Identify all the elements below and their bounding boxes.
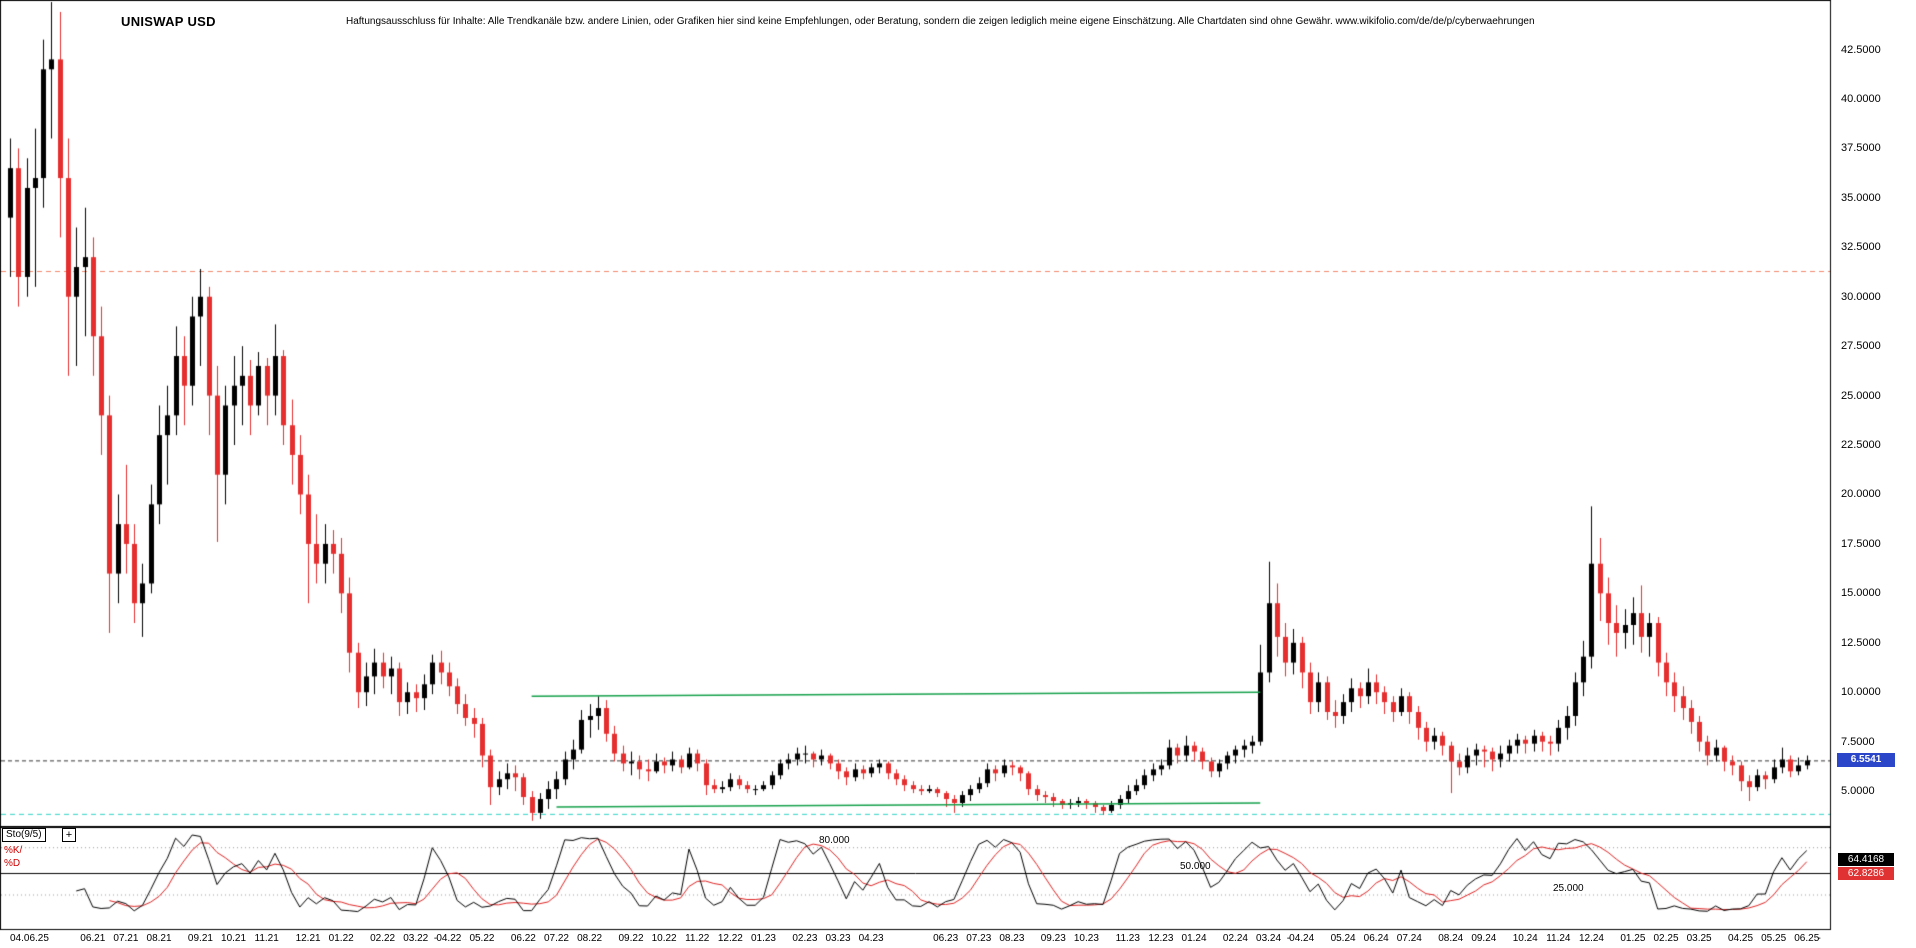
date-axis-label: 09.23 [1040, 933, 1066, 944]
date-axis-label: 06.25 [1794, 933, 1820, 944]
price-axis-label: 42.5000 [1841, 43, 1881, 56]
date-axis-label: - [1817, 933, 1821, 944]
date-axis-label: 03.25 [1686, 933, 1712, 944]
date-axis-label: 04.23 [858, 933, 884, 944]
date-axis-label: 08.24 [1438, 933, 1464, 944]
date-axis-label: - [1286, 933, 1291, 944]
date-axis-label: 08.23 [999, 933, 1025, 944]
price-axis-label: 35.0000 [1841, 191, 1881, 204]
date-axis-label: 10.24 [1512, 933, 1538, 944]
date-axis-label: 03.23 [825, 933, 851, 944]
date-axis-label: 06.22 [510, 933, 536, 944]
percent-d-label: %D [4, 858, 21, 869]
date-axis-label: 10.21 [221, 933, 247, 944]
price-axis-label: 5.0000 [1841, 785, 1875, 798]
date-axis-label: 09.21 [187, 933, 213, 944]
date-axis-label: 11.22 [685, 933, 710, 944]
date-axis-label: 09.24 [1471, 933, 1497, 944]
date-axis-label: 10.23 [1073, 933, 1099, 944]
date-axis-label: 04.25 [1728, 933, 1754, 944]
price-axis-label: 32.5000 [1841, 241, 1881, 254]
date-axis-label: 03.22 [403, 933, 429, 944]
add-indicator-button[interactable]: + [62, 828, 76, 842]
stochastic-indicator-label[interactable]: Sto(9/5) [2, 828, 46, 842]
date-axis-label: 06.21 [80, 933, 106, 944]
date-axis-label: 12.23 [1148, 933, 1174, 944]
price-axis-label: 37.5000 [1841, 142, 1881, 155]
price-axis-label: 17.5000 [1841, 537, 1881, 550]
date-axis-label: 08.21 [146, 933, 172, 944]
date-axis-label: 06.23 [933, 933, 959, 944]
date-axis-label: 02.22 [370, 933, 396, 944]
price-axis-label: 7.5000 [1841, 735, 1875, 748]
date-axis-label: 09.22 [618, 933, 644, 944]
date-axis-label: 05.22 [469, 933, 495, 944]
d-value-tag: 62.8286 [1838, 867, 1894, 880]
date-axis-label: 07.21 [113, 933, 139, 944]
date-axis-label: 11.23 [1115, 933, 1140, 944]
date-axis-label: 02.25 [1653, 933, 1679, 944]
date-axis-label: 01.24 [1181, 933, 1207, 944]
date-axis-label: 07.23 [966, 933, 992, 944]
date-axis-label: - [433, 933, 438, 944]
price-axis-label: 22.5000 [1841, 439, 1881, 452]
price-axis-label: 10.0000 [1841, 686, 1881, 699]
date-axis-label: 02.23 [792, 933, 818, 944]
date-axis-label: 12.22 [717, 933, 743, 944]
date-axis-label: 12.21 [295, 933, 321, 944]
date-axis-label: 11.21 [254, 933, 279, 944]
chart-title: UNISWAP USD [121, 14, 216, 29]
price-axis-label: 15.0000 [1841, 587, 1881, 600]
stochastic-level-label: 50.000 [1180, 861, 1211, 872]
date-axis-label: 08.22 [577, 933, 603, 944]
price-axis-label: 27.5000 [1841, 340, 1881, 353]
percent-k-label: %K/ [4, 845, 23, 856]
price-axis-label: 25.0000 [1841, 389, 1881, 402]
stochastic-level-label: 25.000 [1553, 882, 1584, 894]
price-axis-label: 30.0000 [1841, 290, 1881, 303]
current-date-label: 04.06.25 [10, 933, 53, 944]
date-axis-label: 01.22 [328, 933, 354, 944]
date-axis-label: 06.24 [1363, 933, 1389, 944]
price-axis-label: 20.0000 [1841, 488, 1881, 501]
date-axis-label: 03.24 [1256, 933, 1282, 944]
date-axis-label: 01.23 [750, 933, 776, 944]
date-axis-label: 01.25 [1620, 933, 1646, 944]
date-axis-label: 07.24 [1396, 933, 1422, 944]
last-price-tag: 6.5541 [1837, 753, 1895, 767]
date-axis-label: 02.24 [1222, 933, 1248, 944]
price-axis-label: 12.5000 [1841, 636, 1881, 649]
date-axis-label: 04.22 [436, 933, 462, 944]
date-axis-label: 05.25 [1761, 933, 1787, 944]
price-axis-label: 40.0000 [1841, 92, 1881, 105]
date-axis-label: 12.24 [1578, 933, 1604, 944]
stochastic-level-label: 80.000 [819, 835, 850, 847]
date-axis-label: 07.22 [543, 933, 569, 944]
k-value-tag: 64.4168 [1838, 853, 1894, 866]
date-axis-label: 10.22 [651, 933, 677, 944]
date-axis-label: 11.24 [1546, 933, 1571, 944]
disclaimer-text: Haftungsausschluss für Inhalte: Alle Tre… [346, 16, 1535, 27]
date-axis-label: 05.24 [1330, 933, 1356, 944]
date-axis-label: 04.24 [1289, 933, 1315, 944]
